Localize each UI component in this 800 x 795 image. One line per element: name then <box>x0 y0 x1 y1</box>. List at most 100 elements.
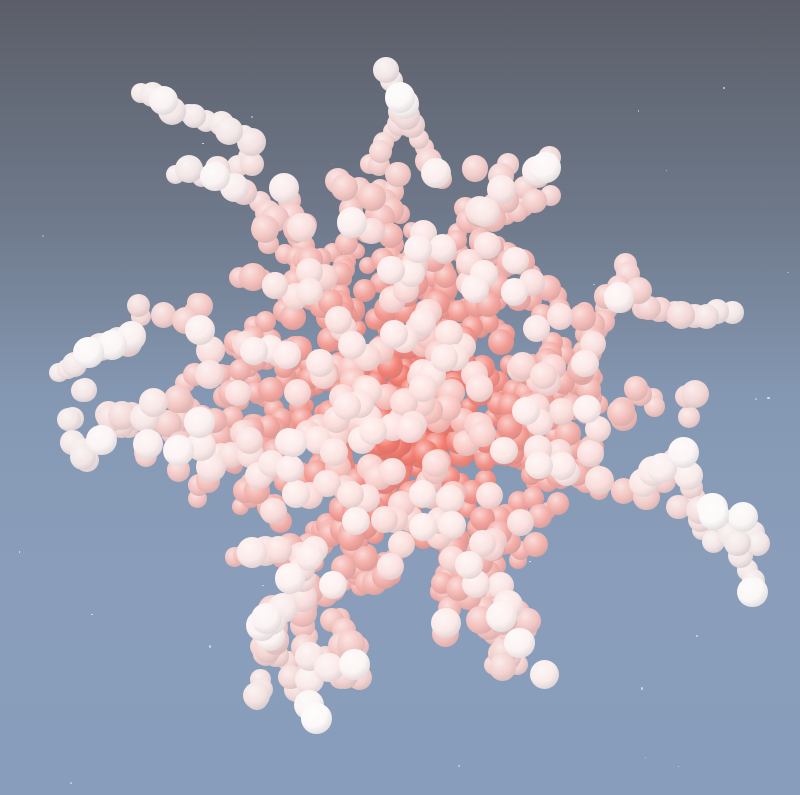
star <box>529 560 531 562</box>
sphere <box>357 182 386 211</box>
sphere <box>371 505 399 533</box>
sphere <box>184 314 215 346</box>
sphere <box>420 157 452 188</box>
sphere <box>529 362 557 390</box>
sphere <box>395 414 424 443</box>
sphere <box>546 303 574 330</box>
sphere <box>693 303 719 330</box>
sphere <box>57 407 81 432</box>
sphere <box>380 319 409 348</box>
sphere <box>139 387 169 418</box>
sphere <box>530 660 560 690</box>
sphere <box>585 465 615 495</box>
sphere <box>132 428 163 459</box>
sphere <box>73 378 97 402</box>
sphere <box>436 484 465 513</box>
sphere <box>377 256 405 284</box>
star <box>331 163 333 165</box>
star <box>41 235 44 238</box>
sphere <box>254 310 277 333</box>
sphere <box>240 152 264 176</box>
sphere <box>572 395 601 423</box>
sphere <box>678 405 701 428</box>
sphere <box>73 337 104 368</box>
sphere <box>331 173 359 201</box>
sphere <box>384 161 411 188</box>
sphere <box>336 206 368 238</box>
star <box>666 169 668 172</box>
sphere <box>319 438 348 466</box>
sphere <box>337 330 366 359</box>
sphere <box>477 311 499 333</box>
sphere <box>461 274 489 303</box>
sphere <box>437 510 466 539</box>
sphere <box>435 319 463 348</box>
sphere <box>200 161 230 192</box>
star <box>18 551 21 553</box>
sphere <box>421 449 449 477</box>
sphere <box>126 294 150 318</box>
sphere <box>487 329 514 356</box>
sphere <box>461 155 489 182</box>
sphere <box>571 349 599 377</box>
sphere <box>623 376 648 401</box>
sphere <box>377 552 405 580</box>
sphere <box>325 306 353 334</box>
sphere <box>603 282 635 313</box>
sphere <box>353 546 378 571</box>
sphere <box>474 231 501 259</box>
sphere <box>524 451 553 480</box>
star <box>645 756 647 759</box>
star <box>201 142 204 145</box>
star <box>457 764 461 768</box>
sphere <box>240 337 269 366</box>
sphere <box>282 480 310 508</box>
sphere <box>680 380 710 409</box>
star <box>754 397 757 400</box>
star <box>677 765 680 768</box>
sphere <box>273 340 301 369</box>
sphere <box>338 649 370 680</box>
sphere <box>352 279 376 303</box>
sphere <box>404 235 432 263</box>
sphere <box>276 454 304 483</box>
sphere <box>501 246 529 274</box>
star <box>696 635 698 638</box>
sphere <box>506 509 534 537</box>
sphere <box>667 301 695 330</box>
sphere <box>577 440 604 467</box>
sphere <box>318 571 347 599</box>
sphere <box>300 703 332 735</box>
sphere <box>546 492 570 515</box>
sphere <box>86 424 117 455</box>
sphere <box>430 343 459 372</box>
star <box>593 283 595 286</box>
sphere <box>269 172 299 203</box>
star <box>262 584 265 587</box>
sphere <box>342 507 370 536</box>
sphere <box>372 57 399 83</box>
sphere <box>431 607 462 638</box>
sphere <box>182 104 207 129</box>
star <box>787 271 789 274</box>
sphere <box>164 384 193 413</box>
sphere <box>485 600 517 632</box>
sphere <box>408 479 437 508</box>
sphere <box>258 376 285 403</box>
sphere <box>260 498 287 525</box>
sphere <box>237 537 268 568</box>
star <box>722 86 725 89</box>
sphere <box>724 529 751 557</box>
star <box>208 645 211 648</box>
sphere <box>523 532 549 558</box>
sphere <box>306 349 334 378</box>
sphere <box>475 482 503 510</box>
sphere <box>408 512 437 541</box>
sphere <box>470 197 500 228</box>
sphere <box>521 486 544 509</box>
sphere <box>194 360 224 390</box>
sphere <box>286 212 316 243</box>
sphere <box>522 188 547 214</box>
